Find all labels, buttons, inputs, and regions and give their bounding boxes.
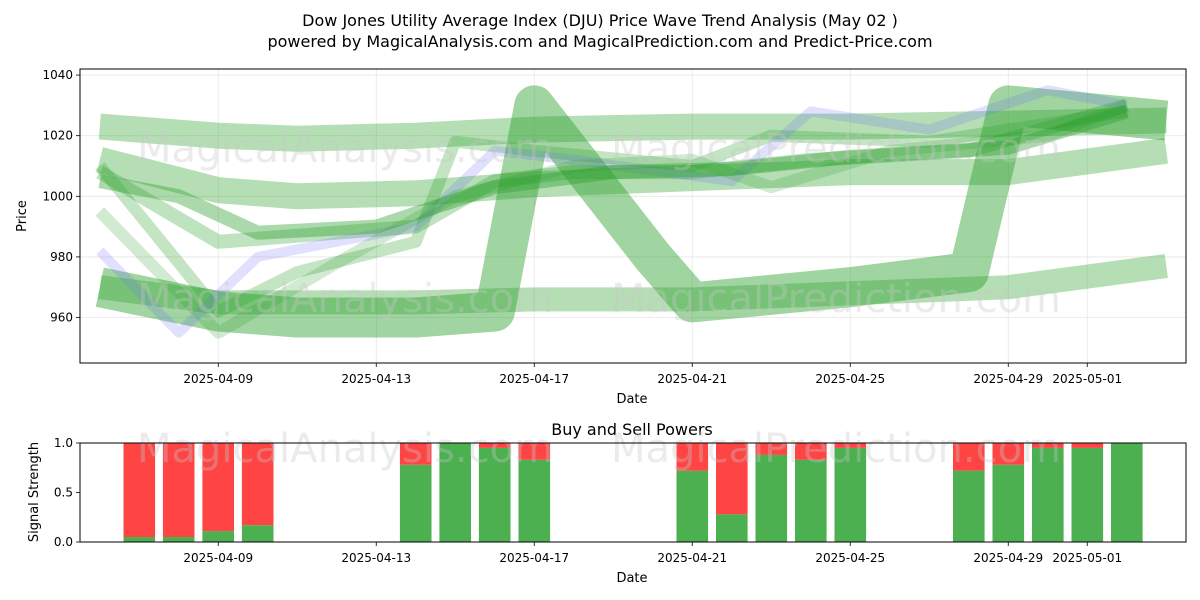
signal-y-tick-label: 0.5 bbox=[54, 486, 73, 500]
signal-x-axis-label: Date bbox=[616, 571, 647, 586]
buy-power-bar bbox=[755, 454, 788, 542]
price-y-axis-label: Price bbox=[15, 200, 30, 232]
signal-y-tick-label: 1.0 bbox=[54, 436, 73, 450]
sell-power-bar bbox=[241, 443, 274, 526]
buy-power-bar bbox=[716, 514, 748, 542]
signal-panel: Buy and Sell Powers MagicalAnalysis.com … bbox=[27, 420, 1187, 586]
watermark-prediction-mid: MagicalPrediction.com bbox=[611, 276, 1061, 322]
sell-power-bar bbox=[518, 443, 551, 460]
buy-power-bar bbox=[241, 525, 274, 542]
price-y-tick-label: 1000 bbox=[42, 189, 73, 203]
buy-power-bar bbox=[202, 531, 234, 542]
price-y-ticks: 960 980 1000 1020 1040 bbox=[42, 68, 80, 325]
price-x-tick-label: 2025-04-21 bbox=[657, 372, 727, 386]
buy-power-bar bbox=[162, 537, 195, 542]
price-y-tick-label: 960 bbox=[50, 311, 73, 325]
price-wave-series-7 bbox=[96, 85, 1128, 338]
price-y-tick-label: 980 bbox=[50, 250, 73, 264]
signal-bars bbox=[123, 443, 1143, 542]
sell-power-bar bbox=[795, 443, 827, 460]
sell-power-bar bbox=[162, 443, 195, 537]
sell-power-bar bbox=[834, 443, 867, 448]
sell-power-bar bbox=[716, 443, 748, 515]
buy-power-bar bbox=[992, 464, 1025, 542]
price-x-tick-label: 2025-05-01 bbox=[1052, 372, 1122, 386]
signal-x-tick-label: 2025-05-01 bbox=[1052, 551, 1122, 565]
figure-title-line2: powered by MagicalAnalysis.com and Magic… bbox=[267, 32, 932, 51]
price-x-tick-label: 2025-04-29 bbox=[973, 372, 1043, 386]
price-series bbox=[95, 85, 1169, 339]
price-wave-series-4 bbox=[98, 254, 1168, 315]
buy-power-bar bbox=[518, 459, 551, 542]
buy-power-bar bbox=[123, 537, 156, 542]
price-y-tick-label: 1040 bbox=[42, 68, 73, 82]
price-wave-series-3 bbox=[95, 85, 1169, 338]
watermark-analysis-bottom: MagicalAnalysis.com bbox=[137, 426, 553, 472]
price-wave-series-2 bbox=[96, 137, 1169, 210]
price-x-tick-label: 2025-04-17 bbox=[499, 372, 569, 386]
price-x-tick-label: 2025-04-09 bbox=[183, 372, 253, 386]
signal-x-tick-label: 2025-04-13 bbox=[341, 551, 411, 565]
sell-power-bar bbox=[755, 443, 788, 455]
sell-power-bar bbox=[202, 443, 234, 532]
sell-power-bar bbox=[953, 443, 985, 471]
buy-power-bar bbox=[795, 459, 827, 542]
sell-power-bar bbox=[676, 443, 709, 471]
price-y-tick-label: 1020 bbox=[42, 129, 73, 143]
price-panel: MagicalAnalysis.com MagicalPrediction.co… bbox=[15, 68, 1187, 407]
price-wave-series-5 bbox=[96, 98, 1129, 249]
watermark-prediction-bottom: MagicalPrediction.com bbox=[611, 426, 1061, 472]
watermark-prediction-top: MagicalPrediction.com bbox=[611, 126, 1061, 172]
signal-panel-title: Buy and Sell Powers bbox=[551, 420, 713, 439]
sell-power-bar bbox=[992, 443, 1025, 465]
price-wave-series-9 bbox=[95, 99, 1129, 339]
price-grid bbox=[80, 69, 1186, 363]
sell-power-bar bbox=[478, 443, 511, 448]
buy-power-bar bbox=[676, 470, 709, 542]
buy-power-bar bbox=[953, 470, 985, 542]
figure-title-line1: Dow Jones Utility Average Index (DJU) Pr… bbox=[302, 11, 898, 30]
sell-power-bar bbox=[399, 443, 432, 465]
price-plot-frame bbox=[79, 68, 1187, 364]
price-wave-series-6 bbox=[95, 105, 1128, 318]
buy-power-bar bbox=[834, 447, 867, 542]
signal-y-tick-label: 0.0 bbox=[54, 535, 73, 549]
signal-y-ticks: 0.0 0.5 1.0 bbox=[54, 436, 80, 549]
price-wave-series-8 bbox=[98, 104, 1129, 240]
price-x-tick-label: 2025-04-13 bbox=[341, 372, 411, 386]
buy-power-bar bbox=[439, 443, 471, 542]
sell-power-bar bbox=[1071, 443, 1104, 448]
price-x-tick-label: 2025-04-25 bbox=[815, 372, 885, 386]
signal-y-axis-label: Signal Strength bbox=[27, 442, 42, 542]
price-x-ticks: 2025-04-09 2025-04-13 2025-04-17 2025-04-21… bbox=[183, 363, 1122, 386]
sell-power-bar bbox=[123, 443, 156, 537]
buy-power-bar bbox=[1111, 443, 1143, 542]
signal-x-ticks: 2025-04-09 2025-04-13 2025-04-17 2025-04-21… bbox=[183, 542, 1122, 565]
signal-x-tick-label: 2025-04-09 bbox=[183, 551, 253, 565]
signal-x-tick-label: 2025-04-17 bbox=[499, 551, 569, 565]
signal-x-tick-label: 2025-04-21 bbox=[657, 551, 727, 565]
buy-power-bar bbox=[478, 447, 511, 542]
price-wave-series-1 bbox=[98, 107, 1167, 152]
watermark-analysis-mid: MagicalAnalysis.com bbox=[137, 276, 553, 322]
buy-power-bar bbox=[1032, 447, 1064, 542]
sell-power-bar bbox=[1032, 443, 1064, 448]
buy-power-bar bbox=[1071, 447, 1104, 542]
watermark-analysis-top: MagicalAnalysis.com bbox=[137, 126, 553, 172]
signal-x-tick-label: 2025-04-29 bbox=[973, 551, 1043, 565]
price-x-axis-label: Date bbox=[616, 392, 647, 407]
signal-x-tick-label: 2025-04-25 bbox=[815, 551, 885, 565]
buy-power-bar bbox=[399, 464, 432, 542]
